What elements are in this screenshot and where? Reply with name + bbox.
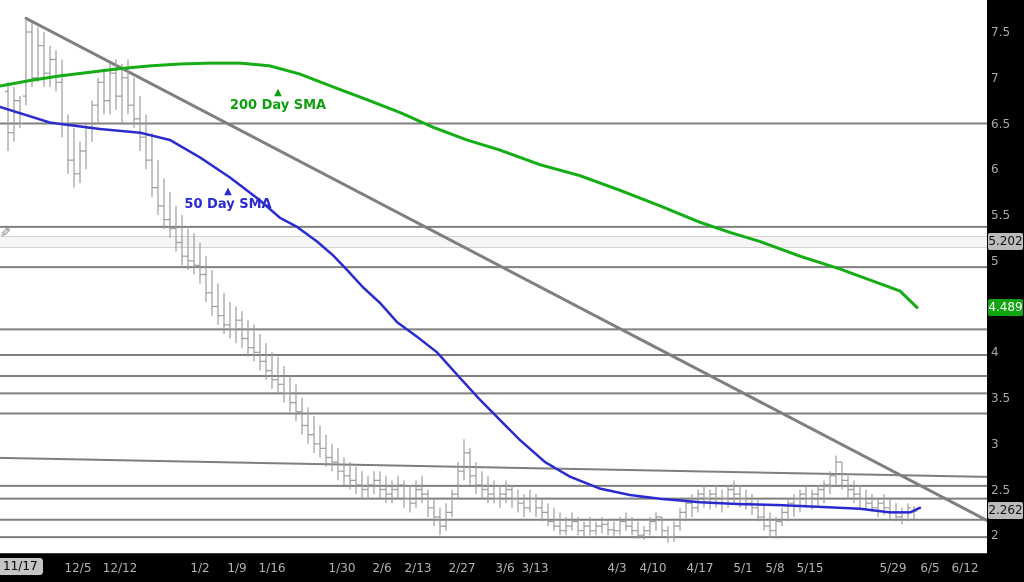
date-tick-label: 5/15 [796,561,824,575]
price-tick-label: 3.5 [991,391,1011,405]
price-zone[interactable] [0,236,987,248]
date-tick-label: 4/10 [639,561,667,575]
date-tick-label: 12/12 [102,561,138,575]
date-tick-label: 1/16 [258,561,286,575]
date-tag: 11/17 [0,558,43,575]
date-tick-label: 3/6 [495,561,515,575]
price-tick-label: 7.5 [991,25,1011,40]
date-tick-label: 12/5 [64,561,92,575]
sma-200-label[interactable]: ▲ 200 Day SMA [229,87,327,113]
date-tick-label: 3/13 [521,561,549,575]
date-tick-label: 1/2 [190,561,210,575]
date-tick-label: 6/12 [951,561,979,575]
triangle-up-icon: ▲ [224,186,232,197]
date-tick-label: 1/9 [227,561,247,575]
date-tick-label: 2/13 [404,561,432,575]
chart-canvas[interactable] [0,0,987,553]
sma-200-line[interactable] [0,61,919,309]
date-tick-label: 5/29 [879,561,907,575]
date-tick-label: 2/27 [448,561,476,575]
chart-plot-area[interactable]: ✎ ▲ 200 Day SMA ▲ 50 Day SMA [0,0,987,553]
date-tick-label: 1/30 [328,561,356,575]
date-tick-label: 4/3 [607,561,627,575]
price-tick-label: 2.5 [991,482,1011,497]
price-tick-label: 5 [991,253,999,268]
date-tick-label: 6/5 [920,561,940,575]
sma-label-text: 200 Day SMA [229,98,327,113]
price-tick-label: 4 [991,345,999,360]
price-tick-label: 6.5 [991,116,1011,131]
date-tick-label: 5/8 [765,561,785,575]
triangle-up-icon: ▲ [274,87,282,98]
date-tick-label: 4/17 [686,561,714,575]
price-tag: 5.202 [988,233,1023,251]
ohlc-bars [5,18,917,543]
date-tick-label: 2/6 [372,561,392,575]
trendline[interactable] [0,456,987,478]
time-axis[interactable]: 11/17 12/5 12/12 1/2 1/9 1/16 1/30 2/6 2/13 2/27 3… [0,553,987,582]
price-tick-label: 3 [991,436,999,451]
price-tick-label: 5.5 [991,208,1011,222]
sma-50-line[interactable] [0,105,922,514]
pencil-draw-icon[interactable]: ✎ [0,226,11,241]
sma-label-text: 50 Day SMA [184,197,272,212]
price-tick-label: 6 [991,162,999,177]
price-tag: 4.489 [988,298,1023,316]
price-tick-label: 2 [991,528,999,543]
price-axis[interactable]: 7.5 7 6.5 6 5.5 5 4 3.5 3 2.5 2 5.202 4.489 2.262 [987,0,1024,582]
price-tick-label: 7 [991,70,999,85]
trendline[interactable] [24,16,987,523]
sma-50-label[interactable]: ▲ 50 Day SMA [184,186,272,212]
price-tag: 2.262 [988,502,1023,520]
date-tick-label: 5/1 [733,561,753,575]
